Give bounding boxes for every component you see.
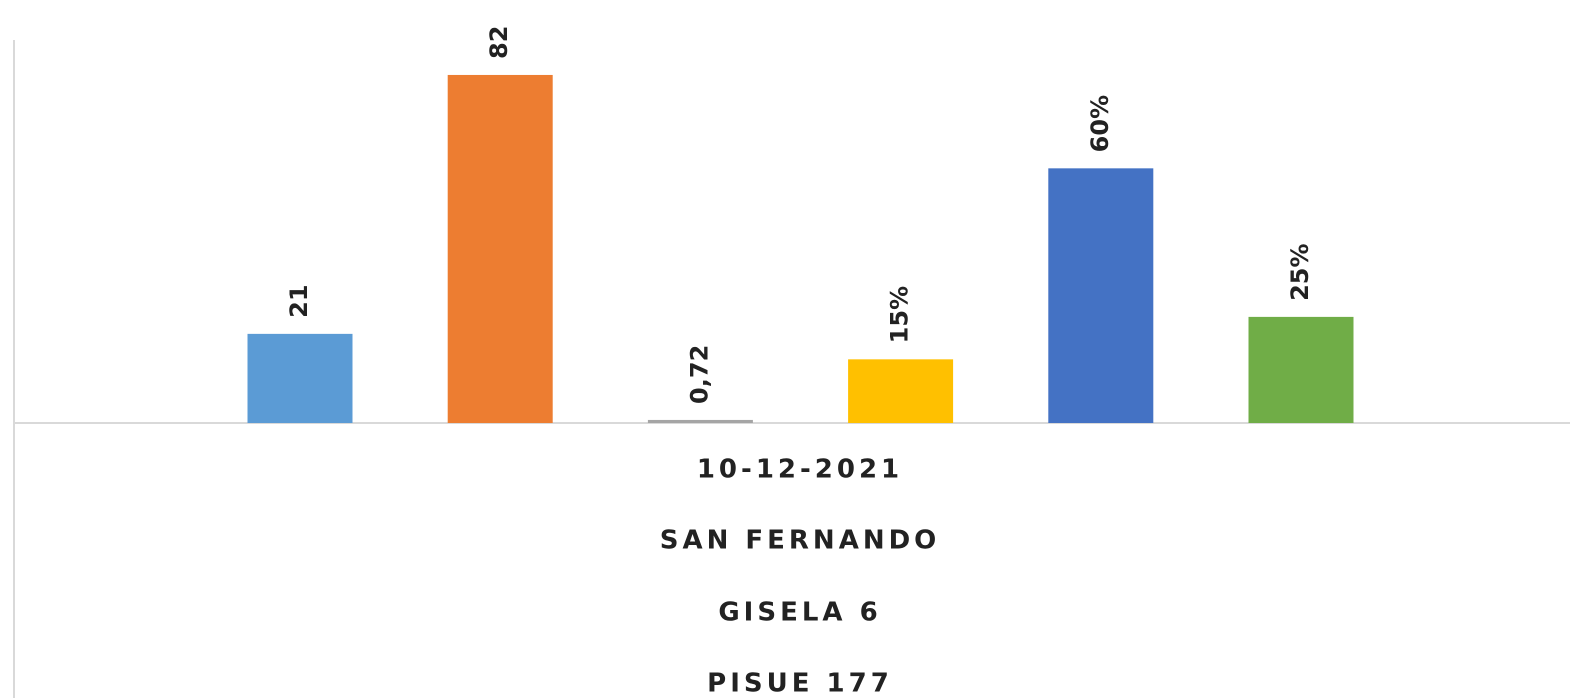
data-label: 25% xyxy=(1286,243,1314,300)
data-label: 0,72 xyxy=(685,345,713,404)
category-label: PISUE 177 xyxy=(707,669,893,698)
category-label: SAN FERNANDO xyxy=(660,526,941,556)
data-label: 60% xyxy=(1086,95,1114,152)
bar xyxy=(647,419,753,423)
bar xyxy=(247,333,353,423)
category-label: 10-12-2021 xyxy=(697,455,903,485)
data-label: 15% xyxy=(886,286,914,343)
category-label: GISELA 6 xyxy=(718,598,881,628)
data-label: 21 xyxy=(285,284,313,317)
bar xyxy=(1048,168,1154,423)
data-label: 82 xyxy=(485,26,513,59)
bar xyxy=(848,359,954,423)
bar xyxy=(447,74,553,423)
bar xyxy=(1248,316,1354,423)
